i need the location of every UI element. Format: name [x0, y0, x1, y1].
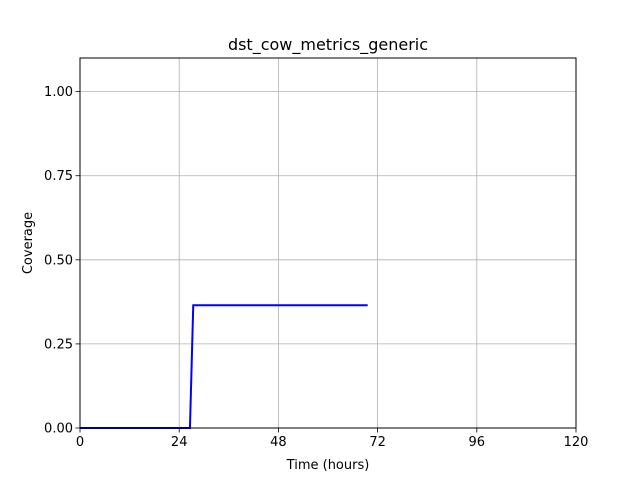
x-tick-label: 72 [369, 435, 386, 450]
y-tick-label: 0.25 [44, 337, 73, 352]
x-tick-label: 120 [564, 435, 589, 450]
x-tick-label: 48 [270, 435, 287, 450]
chart-title: dst_cow_metrics_generic [228, 35, 428, 55]
x-axis-label: Time (hours) [286, 458, 370, 473]
x-tick-label: 96 [469, 435, 486, 450]
tick-marks [75, 91, 577, 433]
plot-frame [79, 57, 577, 429]
y-axis-label: Coverage [21, 212, 36, 274]
y-tick-label: 0.00 [44, 422, 73, 437]
y-tick-label: 0.50 [44, 253, 73, 268]
y-tick-label: 0.75 [44, 169, 73, 184]
y-tick-label: 1.00 [44, 85, 73, 100]
x-tick-label: 24 [171, 435, 188, 450]
tick-labels: 0 24 48 72 96 120 0.00 0.25 0.50 0.75 1.00 [44, 85, 588, 450]
x-tick-label: 0 [76, 435, 84, 450]
